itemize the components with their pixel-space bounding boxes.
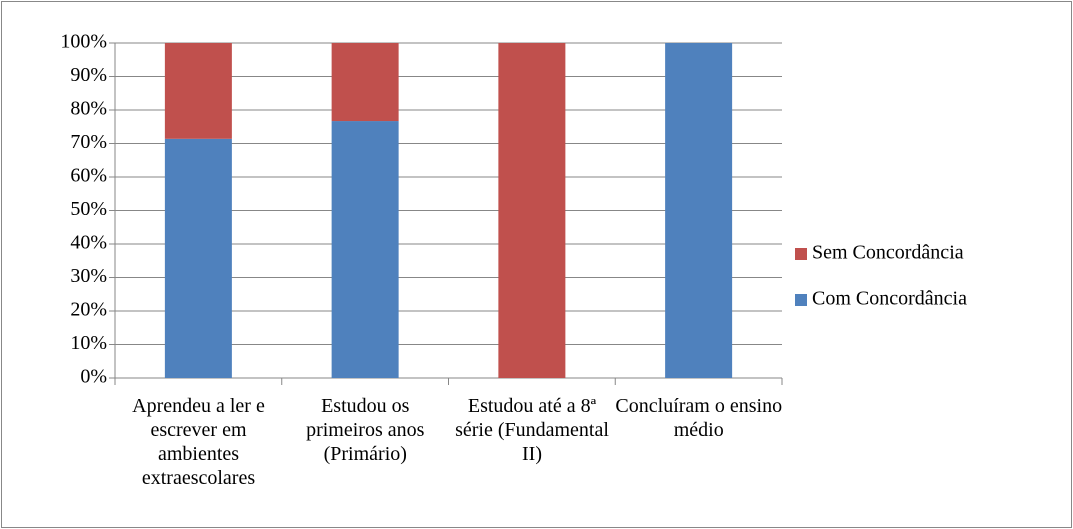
- y-tick-label: 10%: [70, 332, 107, 354]
- x-tick-label: Concluíram o ensino médio: [615, 395, 783, 441]
- bar-segment: [164, 138, 232, 378]
- y-tick-label: 50%: [70, 198, 107, 220]
- bar-segment: [164, 43, 232, 139]
- y-tick-label: 100%: [60, 31, 107, 53]
- bar-segment: [665, 43, 733, 378]
- y-tick-label: 80%: [70, 98, 107, 120]
- x-tick-label: Aprendeu a ler e escrever em ambientes e…: [132, 395, 265, 489]
- legend-swatch: [795, 294, 807, 306]
- y-tick-label: 30%: [70, 265, 107, 287]
- y-tick-label: 40%: [70, 232, 107, 254]
- y-tick-label: 90%: [70, 64, 107, 86]
- legend-swatch: [795, 248, 807, 260]
- x-tick-label: Estudou até a 8ª série (Fundamental II): [455, 395, 609, 465]
- y-tick-label: 20%: [70, 299, 107, 321]
- y-tick-label: 70%: [70, 131, 107, 153]
- x-tick-label: Estudou os primeiros anos (Primário): [306, 395, 425, 465]
- bar-segment: [331, 43, 399, 122]
- bar-segment: [331, 121, 399, 379]
- legend-label: Com Concordância: [812, 288, 967, 310]
- legend-label: Sem Concordância: [812, 242, 964, 264]
- bar-segment: [498, 43, 566, 378]
- y-tick-label: 0%: [80, 366, 107, 388]
- y-tick-label: 60%: [70, 165, 107, 187]
